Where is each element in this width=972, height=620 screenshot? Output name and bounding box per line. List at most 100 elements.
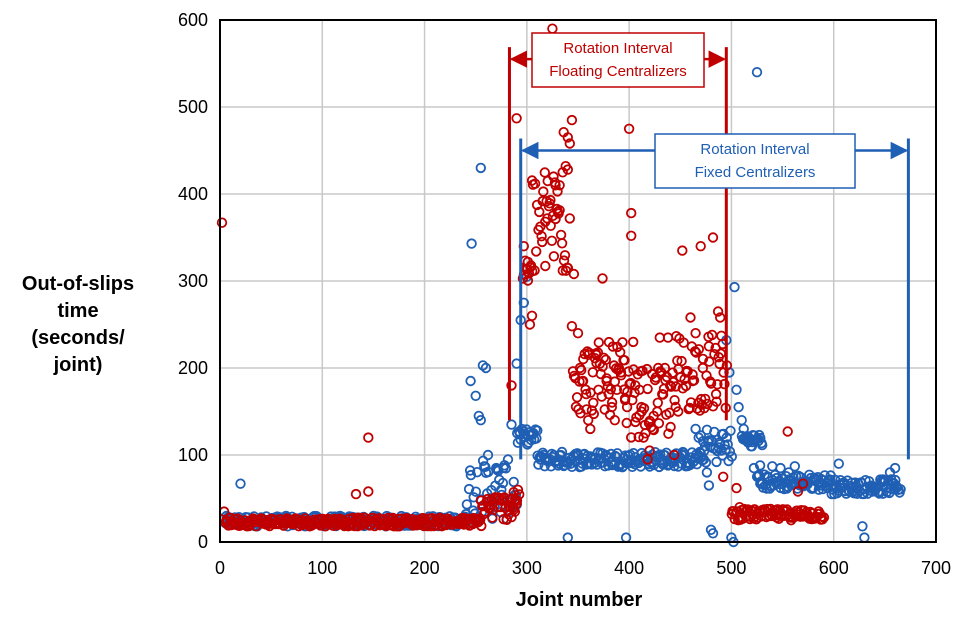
data-point [712, 379, 723, 390]
data-point [609, 415, 621, 426]
data-point [676, 355, 687, 367]
plot-frame [219, 19, 937, 543]
data-point [775, 462, 786, 474]
data-point [669, 460, 680, 472]
data-point [628, 336, 639, 348]
data-point [566, 321, 578, 332]
data-point [663, 428, 674, 439]
annotation-box [531, 32, 705, 88]
data-point [597, 273, 608, 284]
data-point [648, 410, 659, 422]
data-point [670, 381, 682, 392]
data-point [579, 348, 590, 360]
data-point [562, 262, 574, 274]
data-point [662, 332, 674, 343]
data-point [583, 415, 594, 426]
data-point [642, 383, 653, 395]
data-point [707, 232, 719, 243]
data-point [464, 465, 476, 476]
data-point [482, 449, 494, 461]
data-point [621, 401, 633, 413]
data-point [653, 418, 665, 429]
data-point [546, 235, 558, 247]
data-point [556, 238, 568, 249]
data-point [726, 451, 738, 462]
data-point [703, 480, 715, 491]
data-point [703, 341, 715, 352]
data-point [693, 432, 704, 443]
data-point [690, 328, 701, 339]
data-point [603, 388, 614, 400]
data-point [751, 66, 763, 78]
data-point [534, 206, 545, 218]
data-point [545, 194, 556, 206]
data-point [693, 344, 705, 355]
data-point [531, 246, 542, 257]
tick-labels: 0 100 200 300 400 500 600 700 0 100 200 300 400 500 60… [178, 10, 951, 578]
data-point [757, 439, 768, 451]
x-tick-label: 0 [215, 558, 225, 578]
data-point [712, 306, 724, 317]
data-point [684, 402, 695, 414]
data-point [588, 408, 600, 420]
data-point [623, 366, 634, 377]
y-tick-label: 100 [178, 445, 208, 465]
data-point [539, 167, 551, 178]
data-point [562, 164, 574, 175]
data-point [857, 521, 868, 532]
data-point [556, 446, 568, 458]
data-point [797, 478, 809, 489]
data-point [731, 384, 742, 396]
data-point [890, 474, 901, 486]
data-point [711, 396, 722, 407]
data-point [511, 495, 523, 506]
data-point [852, 488, 863, 500]
data-point [638, 432, 649, 443]
data-point [538, 186, 549, 197]
data-point [685, 397, 697, 408]
data-point [719, 378, 730, 390]
data-point [522, 275, 534, 286]
y-tick-label: 400 [178, 184, 208, 204]
data-point [669, 395, 680, 406]
data-point [502, 454, 514, 465]
data-point [767, 461, 778, 472]
data-point [783, 467, 794, 478]
data-point [767, 510, 778, 522]
data-point [718, 471, 729, 483]
data-point [605, 384, 617, 395]
data-point [895, 484, 906, 495]
x-tick-label: 600 [819, 558, 849, 578]
data-point [690, 423, 701, 435]
data-point [526, 310, 538, 322]
x-axis-title: Joint number [516, 589, 643, 611]
data-point [593, 384, 604, 396]
data-point [511, 113, 522, 124]
data-point [657, 389, 669, 400]
data-point [554, 180, 565, 191]
data-point [668, 449, 680, 461]
data-point [746, 441, 758, 452]
y-axis-title: Out-of-slips time (seconds/joint) [22, 273, 134, 376]
data-point [577, 375, 589, 387]
x-tick-label: 100 [307, 558, 337, 578]
data-point [491, 462, 502, 474]
data-point [568, 370, 580, 382]
data-point [480, 362, 492, 374]
data-point [736, 415, 747, 426]
data-point [619, 355, 630, 366]
data-point [480, 461, 491, 473]
data-point [536, 230, 547, 242]
data-point [846, 486, 858, 497]
data-point [475, 415, 487, 426]
data-point [715, 439, 726, 450]
data-point [782, 426, 793, 437]
data-point [363, 432, 374, 443]
data-point [833, 458, 845, 469]
data-point [805, 472, 817, 484]
data-point [693, 397, 704, 409]
data-point [529, 178, 541, 189]
data-point [363, 486, 374, 497]
data-point [725, 425, 736, 437]
